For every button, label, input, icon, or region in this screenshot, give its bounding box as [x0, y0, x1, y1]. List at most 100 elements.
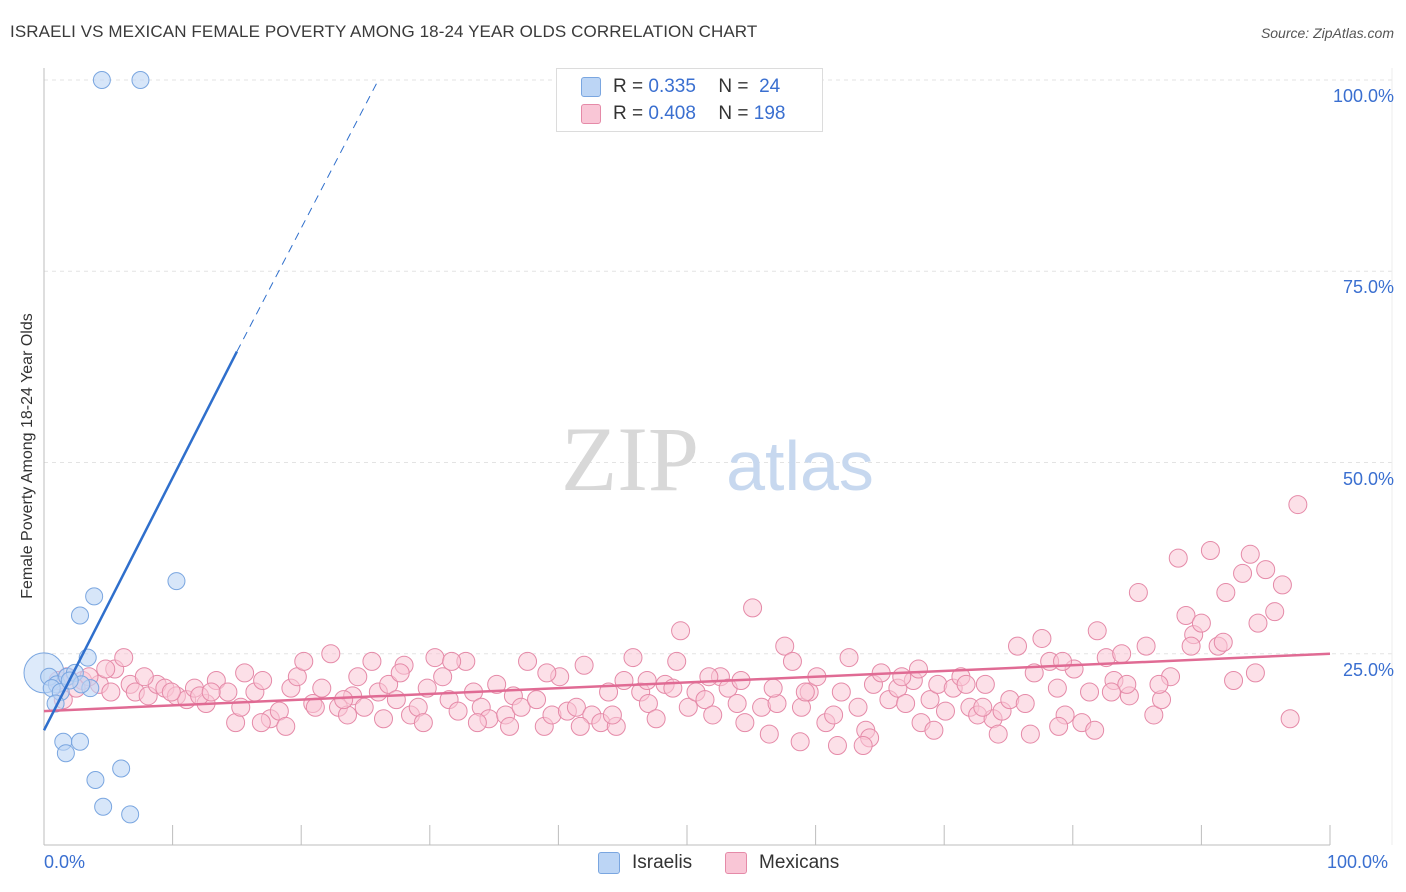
stats-row-mexicans: R = 0.408 N = 198	[581, 102, 785, 126]
mexican-point	[1224, 671, 1244, 691]
mexican-point	[1112, 644, 1132, 664]
mexican-point	[763, 678, 783, 698]
legend-item-mexicans[interactable]: Mexicans	[725, 852, 839, 874]
israeli-point	[112, 759, 131, 778]
mexican-point	[487, 674, 507, 694]
mexican-swatch	[581, 104, 601, 124]
mexican-point	[637, 671, 657, 691]
mexican-point	[251, 713, 271, 733]
mexican-point	[511, 697, 531, 717]
axes	[43, 68, 1393, 846]
mexican-point	[386, 690, 406, 710]
mexican-point	[824, 705, 844, 725]
mexican-swatch	[725, 852, 747, 874]
israeli-point	[167, 572, 186, 591]
mexican-point	[527, 690, 547, 710]
mexican-point	[1020, 724, 1040, 744]
mexican-point	[790, 732, 810, 752]
mexican-point	[321, 644, 341, 664]
mexican-point	[218, 682, 238, 702]
mexican-point	[1288, 495, 1308, 515]
mexican-point	[294, 651, 314, 671]
mexican-point	[975, 674, 995, 694]
mexican-point	[853, 736, 873, 756]
source-credit: Source: ZipAtlas.com	[1260, 25, 1394, 41]
mexican-point	[896, 693, 916, 713]
mexican-point	[1136, 636, 1156, 656]
r-label: R =	[613, 103, 644, 124]
mexican-point	[735, 713, 755, 733]
mexican-point	[1117, 674, 1137, 694]
israeli-point	[94, 797, 113, 816]
x-tick-label-min: 0.0%	[44, 852, 86, 872]
mexican-point	[1080, 682, 1100, 702]
mexican-point	[908, 659, 928, 679]
y-tick-label: 50.0%	[1342, 468, 1394, 489]
n-label: N =	[718, 103, 749, 124]
mexican-point	[518, 651, 538, 671]
stats-row-israelis: R = 0.335 N = 24	[581, 75, 780, 99]
stats-legend: R = 0.335 N = 24 R = 0.408 N = 198	[556, 68, 823, 132]
mexican-point	[574, 655, 594, 675]
mexican-point	[467, 713, 487, 733]
mexican-point	[892, 667, 912, 687]
mexican-point	[161, 682, 181, 702]
mexican-point	[839, 648, 859, 668]
mexican-point	[1032, 628, 1052, 648]
mexican-point	[433, 667, 453, 687]
israeli-point	[131, 71, 150, 89]
israeli-trend-line	[42, 351, 239, 731]
mexican-point	[599, 682, 619, 702]
mexican-point	[1085, 720, 1105, 740]
legend-item-israelis[interactable]: Israelis	[598, 852, 692, 874]
mexican-point	[924, 720, 944, 740]
israeli-point	[85, 587, 104, 606]
mexican-point	[667, 651, 687, 671]
mexican-point	[425, 648, 445, 668]
legend-label: Israelis	[632, 852, 693, 873]
mexican-point	[390, 663, 410, 683]
mexican-point	[831, 682, 851, 702]
mexican-point	[566, 697, 586, 717]
mexican-point	[1101, 682, 1121, 702]
mexican-point	[759, 724, 779, 744]
mexican-point	[1181, 636, 1201, 656]
mexican-point	[1191, 613, 1211, 633]
x-tick-label-max: 100.0%	[1327, 852, 1389, 872]
r-value: 0.408	[648, 103, 696, 124]
mexican-point	[334, 690, 354, 710]
israeli-point	[86, 770, 105, 789]
mexican-point	[305, 697, 325, 717]
mexican-point	[727, 693, 747, 713]
israeli-swatch	[581, 77, 601, 97]
israeli-point	[92, 71, 111, 89]
mexican-point	[827, 736, 847, 756]
mexican-point	[379, 674, 399, 694]
mexican-point	[362, 651, 382, 671]
mexican-point	[935, 701, 955, 721]
mexican-point	[1053, 651, 1073, 671]
mexican-point	[1168, 548, 1188, 568]
mexican-point	[1128, 583, 1148, 603]
mexican-point	[134, 667, 154, 687]
mexican-point	[570, 716, 590, 736]
mexican-point	[1015, 693, 1035, 713]
mexican-point	[1213, 632, 1233, 652]
mexican-point	[312, 678, 332, 698]
mexican-point	[201, 682, 221, 702]
mexican-point	[602, 705, 622, 725]
n-label: N =	[718, 76, 749, 97]
watermark: ZIP atlas	[561, 408, 874, 510]
n-value: 24	[759, 76, 781, 97]
y-tick-label: 75.0%	[1342, 277, 1394, 298]
y-tick-label: 25.0%	[1342, 659, 1394, 680]
mexican-point	[253, 671, 273, 691]
mexican-point	[276, 716, 296, 736]
mexican-point	[1200, 540, 1220, 560]
trend-lines	[42, 79, 1331, 731]
mexican-point	[743, 598, 763, 618]
mexican-point	[1049, 716, 1069, 736]
israeli-point	[121, 805, 140, 824]
mexican-point	[413, 713, 433, 733]
mexican-point	[442, 651, 462, 671]
